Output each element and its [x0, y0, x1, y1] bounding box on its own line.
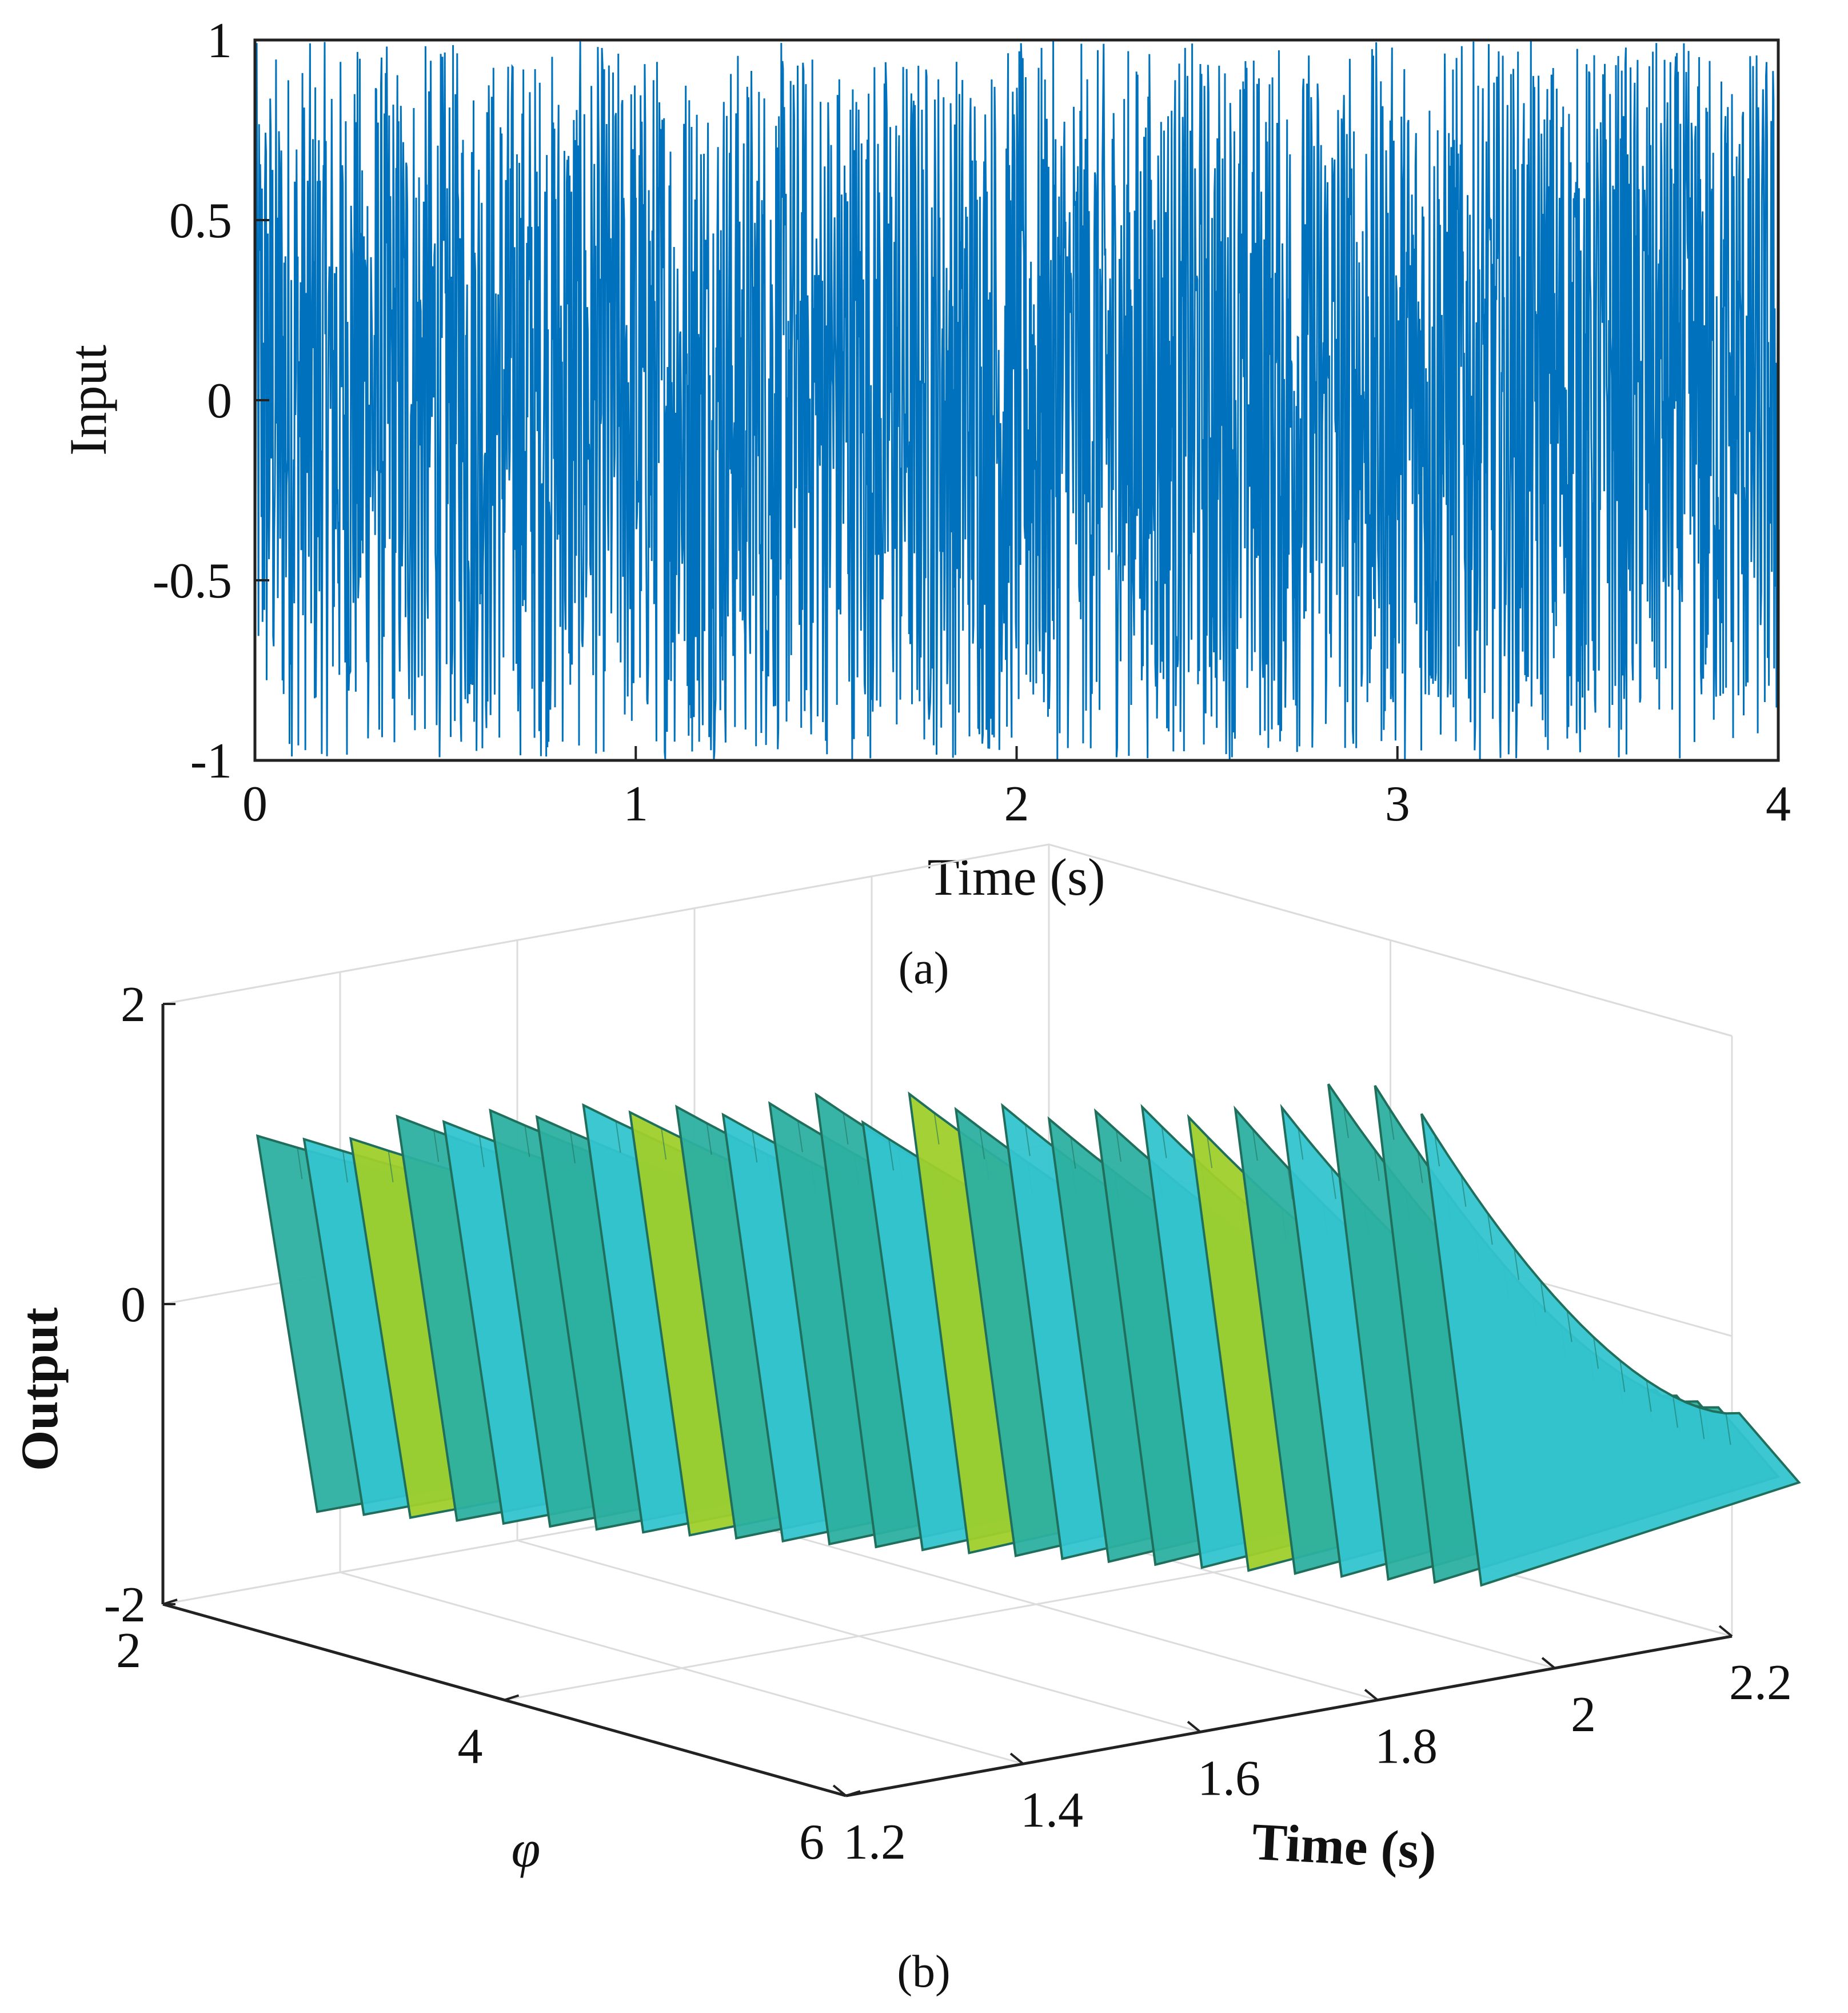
- time-tick-label: 2: [1571, 1687, 1596, 1743]
- panel-b-ylabel: φ: [512, 1820, 541, 1878]
- surface-mesh-line: [1330, 1167, 1336, 1199]
- phi-tick-label: 4: [458, 1719, 483, 1775]
- surface-mesh-line: [1487, 1213, 1493, 1245]
- surface-mesh-line: [1207, 1136, 1213, 1169]
- surface-mesh-line: [342, 1151, 348, 1183]
- y-tick-label: -0.5: [153, 553, 232, 609]
- surface-ridge: [1420, 1113, 1801, 1587]
- input-signal-series: [254, 40, 1779, 760]
- panel-a-ylabel: Input: [59, 344, 117, 456]
- x-tick-label: 0: [242, 776, 268, 832]
- phi-tick-mark: [504, 1694, 520, 1701]
- panel-a-caption: (a): [899, 943, 949, 994]
- surface-mesh-line: [1161, 1126, 1167, 1158]
- surface-mesh-line: [1566, 1310, 1572, 1342]
- surface-mesh-line: [797, 1121, 803, 1153]
- time-tick-mark: [1541, 1657, 1556, 1669]
- panel-a-xlabel: Time (s): [928, 848, 1105, 906]
- y-tick-label: -1: [190, 734, 232, 789]
- x-tick-label: 1: [623, 776, 648, 832]
- y-tick-label: 0: [207, 373, 232, 429]
- surface-mesh-line: [1725, 1413, 1731, 1445]
- phi-tick-mark: [845, 1790, 861, 1797]
- surface-mesh-line: [433, 1130, 440, 1162]
- surface-mesh-line: [1699, 1407, 1705, 1440]
- surface-mesh-line: [979, 1127, 985, 1159]
- panel-b-xlabel: Time (s): [1251, 1812, 1438, 1880]
- surface-mesh-line: [1592, 1337, 1599, 1369]
- surface-mesh-line: [1374, 1149, 1380, 1181]
- input-signal-line: [254, 40, 1779, 760]
- surface-mesh-line: [1434, 1134, 1440, 1167]
- grid-line: [162, 843, 1733, 1037]
- panel-b-caption: (b): [897, 1947, 950, 1997]
- surface-mesh-line: [524, 1125, 530, 1157]
- x-tick-label: 2: [1004, 776, 1029, 832]
- surface-mesh-line: [1514, 1248, 1520, 1280]
- phi-tick-label: 6: [799, 1815, 824, 1870]
- x-tick-label: 3: [1385, 776, 1410, 832]
- surface-mesh-line: [478, 1135, 485, 1167]
- surface-mesh-line: [1287, 1167, 1294, 1199]
- time-tick-mark: [1364, 1689, 1379, 1701]
- surface-mesh-line: [843, 1113, 849, 1145]
- surface-mesh-line: [1672, 1396, 1678, 1428]
- surface-mesh-line: [388, 1150, 394, 1182]
- time-tick-label: 1.4: [1020, 1783, 1083, 1838]
- grid-line: [504, 1540, 1391, 1701]
- panel-b-ticks: -2 0 2 2 4 6 1.2 1.4 1.6 1.8 2 2.2: [104, 977, 1792, 1870]
- time-tick-mark: [1718, 1625, 1733, 1637]
- surface-mesh-line: [1252, 1129, 1258, 1161]
- time-tick-mark: [1187, 1720, 1202, 1733]
- phi-tick-label: 2: [116, 1623, 141, 1679]
- x-tick-label: 4: [1766, 776, 1791, 832]
- time-tick-label: 1.2: [843, 1815, 906, 1870]
- surface-mesh-line: [1460, 1175, 1467, 1207]
- z-tick-label: -2: [104, 1577, 146, 1633]
- time-tick-label: 1.8: [1375, 1719, 1438, 1775]
- z-tick-label: 2: [121, 977, 146, 1033]
- surface-mesh-line: [1388, 1108, 1395, 1140]
- time-tick-label: 1.6: [1198, 1751, 1260, 1806]
- panel-b-zlabel: Output: [10, 1307, 69, 1471]
- surface-mesh-line: [1540, 1281, 1546, 1313]
- panel-a-ticks: 0 1 2 3 4 -1 -0.5 0 0.5 1: [153, 13, 1791, 832]
- surface-mesh-line: [569, 1131, 576, 1163]
- surface-mesh-line: [1115, 1130, 1121, 1162]
- time-tick-mark: [1009, 1752, 1024, 1765]
- surface-mesh-line: [297, 1147, 303, 1179]
- surface-mesh-line: [1646, 1380, 1652, 1412]
- y-tick-label: 1: [207, 13, 232, 69]
- output-surface: [256, 1083, 1801, 1587]
- surface-mesh-line: [933, 1113, 940, 1145]
- surface-mesh-line: [752, 1131, 758, 1163]
- surface-mesh-line: [1619, 1360, 1626, 1392]
- time-tick-mark: [832, 1784, 847, 1797]
- surface-mesh-line: [706, 1123, 712, 1155]
- time-axis-line: [845, 1635, 1733, 1797]
- surface-mesh-line: [1343, 1106, 1349, 1138]
- time-tick-label: 2.2: [1729, 1655, 1792, 1711]
- surface-mesh-line: [1417, 1151, 1423, 1183]
- panel-a: 0 1 2 3 4 -1 -0.5 0 0.5 1 Time (s) Input (a): [59, 13, 1791, 994]
- surface-mesh-line: [615, 1121, 621, 1153]
- surface-mesh-line: [1024, 1124, 1031, 1156]
- surface-mesh-line: [888, 1139, 895, 1171]
- surface-mesh-line: [661, 1128, 667, 1160]
- phi-tick-mark: [162, 1599, 178, 1605]
- surface-mesh-line: [1298, 1128, 1304, 1160]
- y-tick-label: 0.5: [169, 193, 232, 249]
- z-tick-label: 0: [121, 1277, 146, 1333]
- surface-mesh-line: [1070, 1137, 1076, 1169]
